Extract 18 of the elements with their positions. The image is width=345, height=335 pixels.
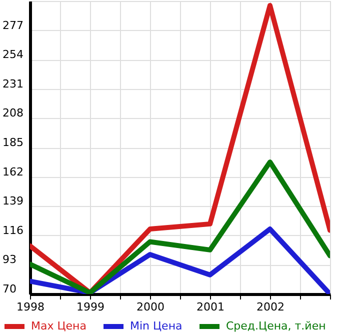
y-tick-label: 93 xyxy=(2,253,16,266)
x-tick-label: 1998 xyxy=(16,300,44,314)
y-tick-label: 70 xyxy=(2,282,16,296)
y-tick-label: 185 xyxy=(2,136,24,149)
y-tick-label: 231 xyxy=(2,77,24,90)
y-tick-label: 208 xyxy=(2,106,24,120)
y-tick-label: 139 xyxy=(2,194,24,208)
legend-label: Min Цена xyxy=(130,320,182,332)
y-tick-label: 254 xyxy=(2,48,24,62)
y-tick-label: 162 xyxy=(2,165,24,178)
legend-label: Max Цена xyxy=(31,320,86,332)
x-tick-label: 2001 xyxy=(196,300,224,314)
x-tick-label: 2000 xyxy=(136,300,164,314)
x-tick-label: 1999 xyxy=(76,300,104,314)
x-tick-label: 2002 xyxy=(256,300,284,314)
y-tick-label: 277 xyxy=(2,18,24,32)
y-tick-label: 116 xyxy=(2,224,24,237)
legend-label: Сред.Цена, т.йен xyxy=(226,320,326,332)
